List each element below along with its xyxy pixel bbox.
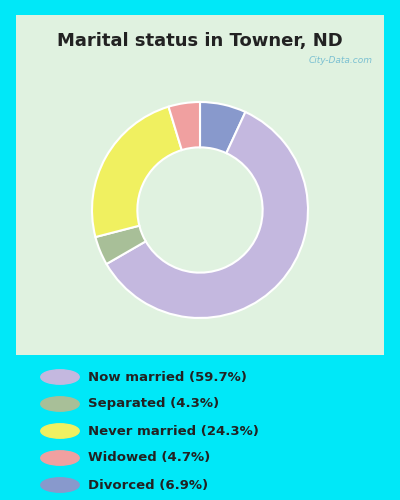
Text: Marital status in Towner, ND: Marital status in Towner, ND	[57, 32, 343, 50]
Circle shape	[41, 478, 79, 492]
Text: Separated (4.3%): Separated (4.3%)	[88, 398, 219, 410]
Circle shape	[41, 370, 79, 384]
Text: City-Data.com: City-Data.com	[309, 56, 373, 65]
Text: Never married (24.3%): Never married (24.3%)	[88, 424, 259, 438]
Text: Widowed (4.7%): Widowed (4.7%)	[88, 452, 210, 464]
Text: Now married (59.7%): Now married (59.7%)	[88, 370, 247, 384]
Wedge shape	[96, 226, 146, 264]
Wedge shape	[168, 102, 200, 150]
Circle shape	[41, 424, 79, 438]
Wedge shape	[92, 106, 182, 237]
Wedge shape	[106, 112, 308, 318]
Text: Divorced (6.9%): Divorced (6.9%)	[88, 478, 208, 492]
Wedge shape	[200, 102, 246, 153]
Circle shape	[41, 397, 79, 411]
Circle shape	[41, 451, 79, 465]
